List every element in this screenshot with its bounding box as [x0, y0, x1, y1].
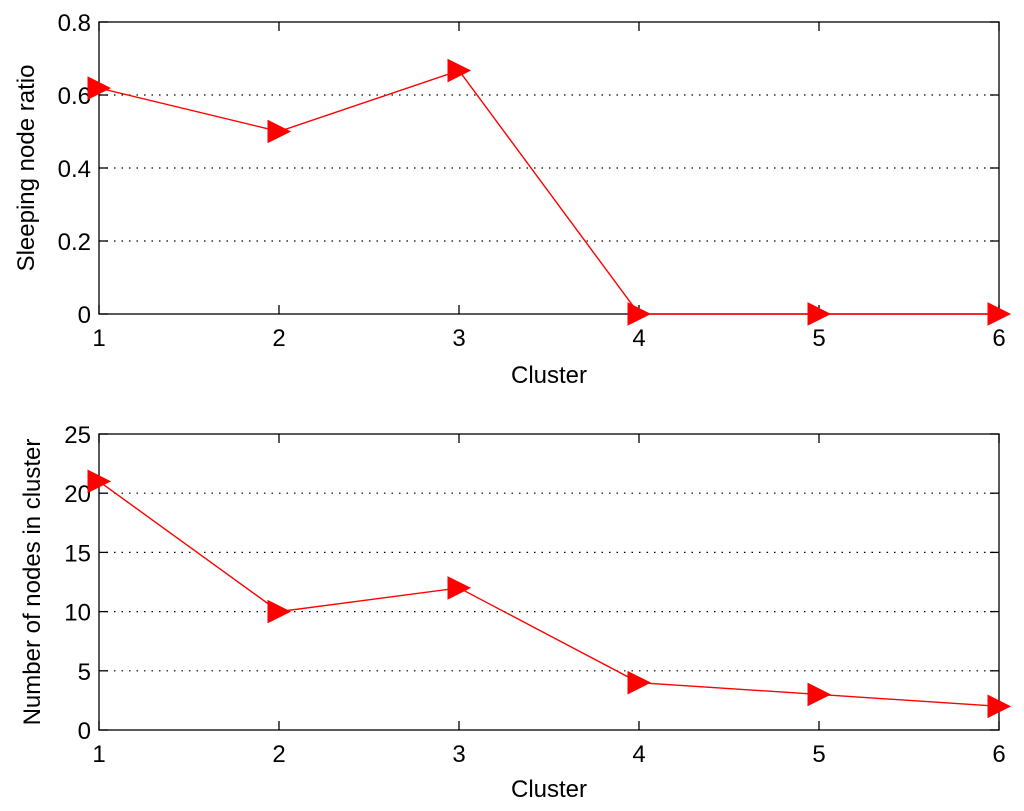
y-tick-label: 0 [78, 718, 91, 745]
chart-panel-nodes-in-cluster: 0 5 10 15 20 25 1 2 3 4 5 6 Cluster Number of nodes i… [19, 422, 1012, 803]
data-point-marker [627, 302, 652, 326]
chart-panel-sleeping-node-ratio: 0 0.2 0.4 0.6 0.8 1 2 3 4 5 6 Cluster Sleeping node … [13, 10, 1012, 389]
x-tick-label: 2 [272, 741, 285, 768]
data-point-marker [87, 76, 112, 100]
x-tick-label: 5 [812, 741, 825, 768]
data-point-marker [987, 694, 1012, 719]
x-tick-label: 6 [992, 741, 1005, 768]
x-tick-label: 4 [632, 325, 645, 352]
data-point-marker [807, 302, 832, 326]
y-tick-label: 0 [78, 302, 91, 329]
x-axis-label: Cluster [511, 362, 587, 389]
data-point-marker [987, 302, 1012, 326]
x-tick-label: 5 [812, 325, 825, 352]
y-tick-label: 10 [64, 600, 91, 627]
x-tick-label: 4 [632, 741, 645, 768]
series-line [98, 69, 999, 315]
y-tick-label: 0.2 [58, 229, 91, 256]
series-line [98, 480, 1000, 708]
y-tick-label: 0.8 [58, 10, 91, 37]
x-tick-label: 2 [272, 325, 285, 352]
plot-frame [98, 433, 1000, 731]
x-tick-label: 3 [452, 741, 465, 768]
y-tick-label: 0.4 [58, 156, 91, 183]
data-point-marker [87, 469, 112, 494]
x-tick-label: 1 [92, 325, 105, 352]
y-tick-label: 0.6 [58, 83, 91, 110]
data-point-marker [267, 119, 292, 144]
data-point-marker [447, 576, 472, 600]
x-tick-label: 6 [992, 325, 1005, 352]
data-point-marker [627, 670, 652, 695]
data-point-marker [267, 599, 292, 624]
y-axis-label: Sleeping node ratio [13, 65, 40, 272]
data-point-marker [807, 682, 832, 707]
y-tick-label: 20 [64, 481, 91, 508]
x-axis-label: Cluster [511, 776, 587, 803]
y-tick-label: 5 [78, 659, 91, 686]
x-tick-label: 1 [92, 741, 105, 768]
y-tick-label: 25 [64, 422, 91, 449]
x-tick-label: 3 [452, 325, 465, 352]
data-point-marker [447, 58, 472, 83]
y-axis-label: Number of nodes in cluster [19, 439, 46, 726]
y-tick-label: 15 [64, 540, 91, 567]
